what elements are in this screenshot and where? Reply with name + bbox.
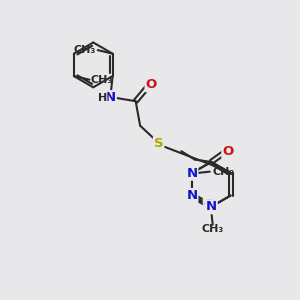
Text: N: N xyxy=(206,200,217,213)
Text: CH₃: CH₃ xyxy=(213,167,235,177)
Text: N: N xyxy=(186,167,197,180)
Text: H: H xyxy=(98,93,107,103)
Text: N: N xyxy=(105,91,116,104)
Text: O: O xyxy=(146,78,157,91)
Text: O: O xyxy=(222,145,234,158)
Text: CH₃: CH₃ xyxy=(74,45,96,55)
Text: N: N xyxy=(186,189,197,202)
Text: CH₃: CH₃ xyxy=(91,75,113,85)
Text: S: S xyxy=(154,137,164,150)
Text: CH₃: CH₃ xyxy=(202,224,224,233)
Text: O: O xyxy=(204,198,215,211)
